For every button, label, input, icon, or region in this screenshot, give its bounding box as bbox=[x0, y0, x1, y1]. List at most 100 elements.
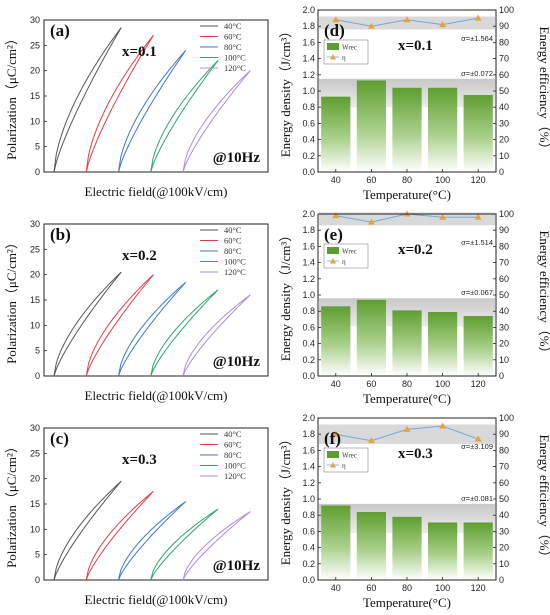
y-tick-label: 2.0 bbox=[302, 209, 315, 219]
pe-loop-charge-curve bbox=[118, 50, 187, 173]
efficiency-marker bbox=[367, 22, 375, 29]
energy-storage-panel: 0.0 0.2 0.4 0.6 0.8 1.0 1.2 1.4 1.6 1.8 2.0 0 10 20 30… bbox=[278, 413, 550, 610]
y2-tick-label: 80 bbox=[499, 445, 509, 455]
pe-loop-charge-curve bbox=[118, 281, 187, 377]
frequency-label: @10Hz bbox=[213, 354, 261, 370]
pe-loop-discharge-curve bbox=[85, 274, 154, 377]
efficiency-variation-band bbox=[319, 16, 495, 30]
legend-label: η bbox=[342, 462, 346, 470]
y-tick-label: 1.6 bbox=[302, 37, 315, 47]
pe-loop-charge-curve bbox=[118, 501, 187, 581]
y-tick-label: 5 bbox=[35, 142, 40, 152]
efficiency-marker bbox=[474, 213, 482, 220]
efficiency-variation-band bbox=[319, 212, 495, 226]
pe-loop-discharge-curve bbox=[182, 511, 251, 581]
wrec-bar bbox=[356, 80, 386, 172]
y-tick-label: 25 bbox=[30, 448, 40, 458]
efficiency-marker bbox=[439, 21, 447, 28]
y2-tick-label: 0 bbox=[499, 167, 504, 177]
y2-tick-label: 50 bbox=[499, 494, 509, 504]
pe-loop-charge-curve bbox=[53, 271, 122, 377]
efficiency-marker bbox=[474, 14, 482, 21]
y-tick-label: 1.8 bbox=[302, 429, 315, 439]
legend-label: 100°C bbox=[224, 461, 246, 471]
y-tick-label: 20 bbox=[30, 66, 40, 76]
wrec-bar bbox=[392, 310, 422, 376]
y2-tick-label: 50 bbox=[499, 290, 509, 300]
y-tick-label: 0.6 bbox=[302, 526, 315, 536]
y-tick-label: 1.2 bbox=[302, 70, 315, 80]
x-axis-title: Temperature(°C) bbox=[363, 391, 451, 406]
legend-label: 80°C bbox=[224, 246, 242, 256]
x-tick-label: 40 bbox=[331, 175, 341, 185]
y2-tick-label: 70 bbox=[499, 258, 509, 268]
efficiency-marker bbox=[439, 422, 447, 429]
efficiency-marker bbox=[332, 212, 340, 219]
y2-tick-label: 60 bbox=[499, 478, 509, 488]
pe-loop-charge-curve bbox=[182, 70, 251, 173]
composition-label: x=0.1 bbox=[122, 44, 157, 60]
legend-label: 100°C bbox=[224, 257, 246, 267]
y2-tick-label: 100 bbox=[499, 413, 514, 423]
legend-marker-eta bbox=[330, 54, 336, 60]
pe-loop-discharge-curve bbox=[53, 271, 122, 377]
composition-label: x=0.1 bbox=[398, 38, 433, 54]
pe-loop-discharge-curve bbox=[85, 34, 154, 173]
sigma-wrec-label: σ=±0.067 bbox=[461, 288, 493, 297]
y2-axis-title: Energy efficiency（%） bbox=[537, 26, 550, 155]
y2-tick-label: 10 bbox=[499, 559, 509, 569]
y2-axis-title: Energy efficiency（%） bbox=[537, 434, 550, 563]
y-tick-label: 5 bbox=[35, 346, 40, 356]
x-tick-label: 60 bbox=[366, 175, 376, 185]
y-tick-label: 0.8 bbox=[302, 306, 315, 316]
composition-label: x=0.2 bbox=[398, 242, 433, 258]
legend-swatch-wrec bbox=[327, 43, 339, 50]
y-tick-label: 2.0 bbox=[302, 413, 315, 423]
y-tick-label: 0.2 bbox=[302, 151, 315, 161]
x-axis-title: Electric field(@100kV/cm) bbox=[85, 184, 228, 199]
legend-label: 60°C bbox=[224, 236, 242, 246]
pe-loop-charge-curve bbox=[182, 294, 251, 377]
y2-tick-label: 0 bbox=[499, 575, 504, 585]
pe-loop-charge-curve bbox=[182, 511, 251, 581]
y-tick-label: 1.2 bbox=[302, 274, 315, 284]
y-tick-label: 0 bbox=[35, 371, 40, 381]
composition-label: x=0.3 bbox=[398, 446, 433, 462]
y-tick-label: 1.2 bbox=[302, 478, 315, 488]
y-axis-title: Polarization（μC/cm²） bbox=[4, 440, 19, 568]
panel-letter: (d) bbox=[324, 21, 345, 40]
legend-label: 80°C bbox=[224, 450, 242, 460]
pe-loop-charge-curve bbox=[150, 60, 219, 173]
wrec-bar bbox=[428, 522, 458, 580]
x-axis-title: Temperature(°C) bbox=[363, 187, 451, 202]
y-tick-label: 1.0 bbox=[302, 494, 315, 504]
y-axis-title: Polarization（μC/cm²） bbox=[4, 32, 19, 160]
legend-label: 40°C bbox=[224, 429, 242, 439]
legend-swatch-wrec bbox=[327, 247, 339, 254]
y-tick-label: 0.4 bbox=[302, 135, 315, 145]
y-tick-label: 1.0 bbox=[302, 290, 315, 300]
x-tick-label: 120 bbox=[471, 583, 486, 593]
y-tick-label: 30 bbox=[30, 219, 40, 229]
y2-tick-label: 60 bbox=[499, 70, 509, 80]
y-tick-label: 1.8 bbox=[302, 21, 315, 31]
legend-label: η bbox=[342, 54, 346, 62]
x-tick-label: 100 bbox=[435, 379, 450, 389]
legend-label: Wrec bbox=[342, 452, 357, 460]
y2-tick-label: 10 bbox=[499, 355, 509, 365]
pe-loop-charge-curve bbox=[85, 274, 154, 377]
y-tick-label: 30 bbox=[30, 15, 40, 25]
legend-label: 80°C bbox=[224, 42, 242, 52]
x-tick-label: 120 bbox=[471, 175, 486, 185]
y-tick-label: 25 bbox=[30, 244, 40, 254]
legend-label: 60°C bbox=[224, 32, 242, 42]
frequency-label: @10Hz bbox=[213, 558, 261, 574]
y-tick-label: 1.4 bbox=[302, 54, 315, 64]
pe-loop-discharge-curve bbox=[150, 60, 219, 173]
panel-letter: (b) bbox=[50, 225, 71, 244]
x-tick-label: 40 bbox=[331, 379, 341, 389]
efficiency-marker bbox=[474, 435, 482, 442]
pe-loop-charge-curve bbox=[85, 34, 154, 173]
y-tick-label: 0 bbox=[35, 167, 40, 177]
